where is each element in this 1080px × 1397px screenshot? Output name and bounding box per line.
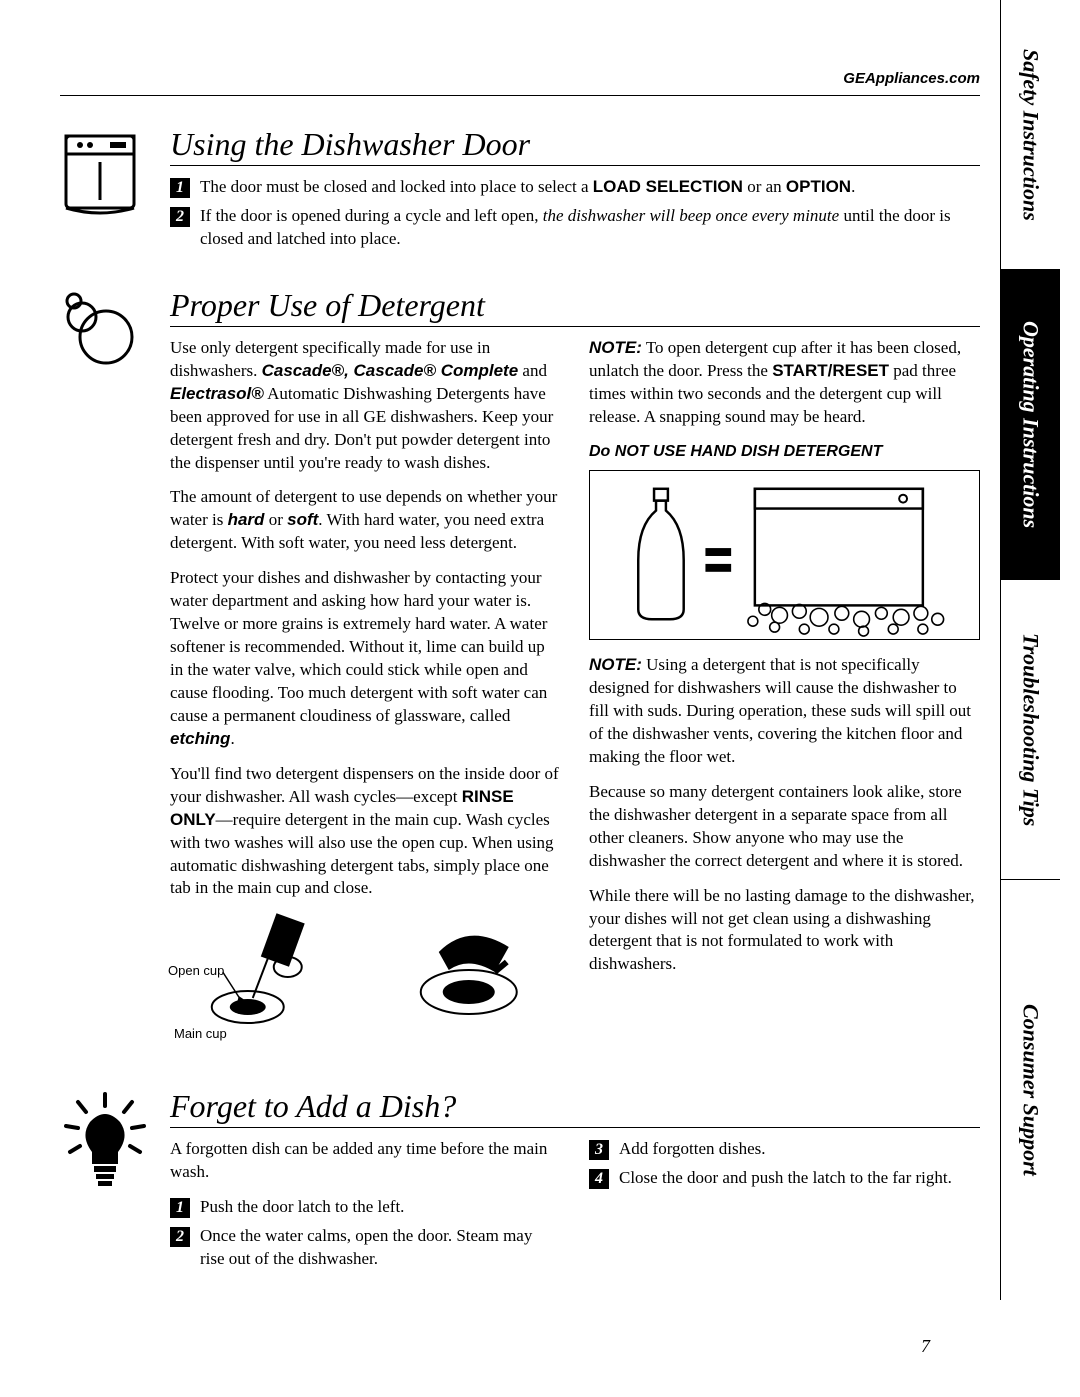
step-num: 2 [170,1227,190,1247]
side-tabs: Safety Instructions Operating Instructio… [1000,0,1060,1300]
section-detergent: Proper Use of Detergent Use only deterge… [60,287,1000,1059]
header-url: GEAppliances.com [60,70,1000,87]
t: . [851,177,855,196]
t: LOAD SELECTION [593,177,743,196]
door-step-2: 2 If the door is opened during a cycle a… [170,205,980,251]
t: Cascade®, Cascade® Complete [262,361,519,380]
t: hard [228,510,265,529]
detergent-left-col: Use only detergent specifically made for… [170,337,561,1059]
forgot-intro: A forgotten dish can be added any time b… [170,1138,561,1184]
section-door: Using the Dishwasher Door 1 The door mus… [60,126,1000,257]
t: START/RESET [772,361,889,380]
t: or [264,510,287,529]
t: the dishwasher will beep once every minu… [543,206,839,225]
section-title-forgot: Forget to Add a Dish? [170,1088,980,1128]
top-rule [60,95,980,96]
tab-safety[interactable]: Safety Instructions [1001,0,1060,270]
page-number: 7 [921,1336,930,1357]
step-num: 4 [589,1169,609,1189]
t: Protect your dishes and dishwasher by co… [170,568,547,725]
main-cup-label: Main cup [174,1025,227,1043]
section-forgot-dish: Forget to Add a Dish? A forgotten dish c… [60,1088,1000,1277]
t: OPTION [786,177,851,196]
t: Electrasol® [170,384,264,403]
t: If the door is opened during a cycle and… [200,206,543,225]
t: Because so many detergent containers loo… [589,781,980,873]
t: —require detergent in the main cup. Wash… [170,810,554,898]
step-num: 1 [170,178,190,198]
t: or an [743,177,786,196]
bubbles-icon [60,287,170,1059]
lightbulb-icon [60,1088,170,1277]
tab-operating[interactable]: Operating Instructions [1001,270,1060,580]
step-num: 3 [589,1140,609,1160]
step-num: 1 [170,1198,190,1218]
detergent-right-col: NOTE: To open detergent cup after it has… [589,337,980,1059]
t: Once the water calms, open the door. Ste… [200,1226,532,1268]
t: soft [287,510,318,529]
step-num: 2 [170,207,190,227]
t: Add forgotten dishes. [619,1139,766,1158]
t: While there will be no lasting damage to… [589,885,980,977]
tab-troubleshooting[interactable]: Troubleshooting Tips [1001,580,1060,880]
t: Close the door and push the latch to the… [619,1168,952,1187]
forgot-step-2: 2 Once the water calms, open the door. St… [170,1225,561,1271]
hand-detergent-warning: Do NOT USE HAND DISH DETERGENT [589,441,980,463]
section-title-detergent: Proper Use of Detergent [170,287,980,327]
detergent-cup-illustration: Open cup Main cup [170,912,561,1042]
hand-detergent-illustration [589,470,980,640]
t: etching [170,729,230,748]
t: . [230,729,234,748]
dishwasher-icon [60,126,170,257]
t: NOTE: [589,338,642,357]
tab-consumer-support[interactable]: Consumer Support [1001,880,1060,1300]
t: Using a detergent that is not specifical… [589,655,971,766]
section-title-door: Using the Dishwasher Door [170,126,980,166]
t: NOTE: [589,655,642,674]
open-cup-label: Open cup [168,962,224,980]
forgot-step-4: 4 Close the door and push the latch to th… [589,1167,980,1190]
door-step-1: 1 The door must be closed and locked int… [170,176,980,199]
forgot-step-3: 3 Add forgotten dishes. [589,1138,980,1161]
forgot-right-col: 3 Add forgotten dishes. 4 Close the door a… [589,1138,980,1277]
forgot-step-1: 1 Push the door latch to the left. [170,1196,561,1219]
t: Push the door latch to the left. [200,1197,404,1216]
t: and [518,361,547,380]
forgot-left-col: A forgotten dish can be added any time b… [170,1138,561,1277]
t: The door must be closed and locked into … [200,177,593,196]
